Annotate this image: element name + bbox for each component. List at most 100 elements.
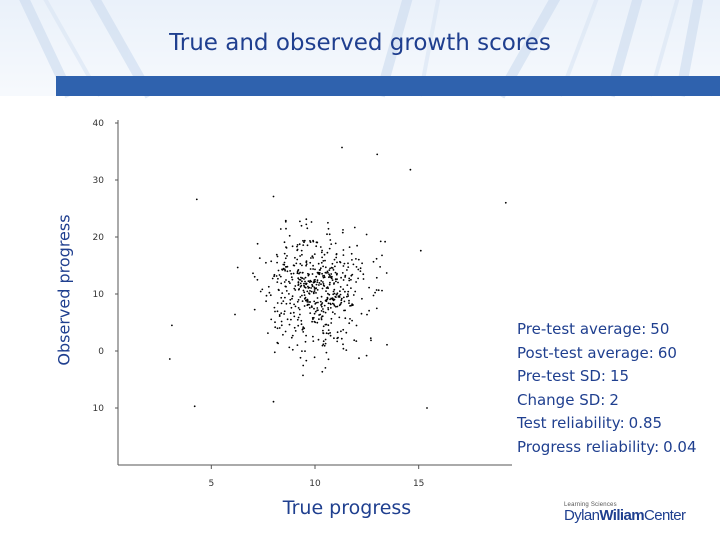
data-point [313, 356, 316, 359]
dylan-wiliam-center-logo: Learning Sciences DylanWiliamCenter [564, 502, 686, 524]
data-point [331, 311, 334, 314]
data-point [322, 265, 324, 268]
data-point [327, 332, 330, 335]
data-point [316, 281, 319, 283]
data-point [342, 296, 345, 299]
data-point [312, 239, 314, 242]
data-point [333, 304, 336, 307]
data-point [294, 330, 297, 332]
data-point [307, 285, 309, 288]
stat-value: 2 [609, 390, 619, 409]
data-point [325, 290, 327, 292]
data-point [305, 299, 307, 302]
data-point [308, 301, 310, 303]
data-point [321, 344, 324, 347]
data-point [339, 293, 342, 296]
data-point [343, 262, 346, 265]
data-point [289, 270, 291, 272]
data-point [320, 318, 323, 321]
data-point [270, 260, 273, 263]
data-point [349, 318, 351, 320]
data-point [288, 234, 291, 237]
data-point [286, 318, 289, 321]
data-point [274, 321, 276, 324]
data-point [288, 323, 291, 326]
data-point [309, 279, 312, 282]
stat-label: Pre-test average: [517, 320, 647, 338]
data-point [347, 266, 350, 268]
data-point [345, 331, 348, 334]
data-point [322, 310, 325, 313]
data-point [353, 339, 356, 342]
data-point [311, 255, 314, 258]
data-point [294, 285, 297, 287]
stat-label: Test reliability: [517, 414, 625, 432]
data-point [340, 297, 343, 300]
data-point [329, 332, 331, 334]
stat-label: Change SD: [517, 390, 606, 409]
data-point [293, 326, 296, 329]
data-point [302, 289, 305, 292]
data-point [298, 308, 301, 311]
data-point [357, 268, 360, 271]
data-point [302, 374, 304, 377]
data-point [355, 258, 357, 260]
data-point [355, 266, 358, 268]
x-tick-label: 5 [208, 479, 214, 489]
data-point [320, 295, 323, 298]
data-point [303, 284, 305, 287]
data-point [346, 295, 348, 298]
data-point [303, 327, 306, 330]
data-point [274, 310, 276, 313]
data-point [340, 299, 343, 302]
data-point [341, 272, 344, 274]
data-point [311, 285, 314, 288]
data-point [286, 265, 289, 268]
data-point [305, 334, 307, 337]
data-point [338, 296, 341, 298]
data-point [315, 287, 318, 289]
data-point [325, 287, 328, 289]
data-point [300, 276, 302, 279]
data-point [253, 275, 256, 278]
data-point [350, 278, 352, 281]
data-point [292, 311, 295, 314]
data-point [321, 256, 323, 259]
data-point [334, 271, 337, 274]
data-point [293, 264, 296, 267]
data-point [336, 337, 339, 340]
data-point [304, 350, 306, 352]
data-point [267, 285, 270, 288]
parameters-box: Pre-test average: 50 Post-test average: 60 P… [517, 318, 697, 459]
data-point [284, 330, 287, 333]
data-point [368, 309, 370, 312]
data-point [343, 300, 346, 303]
stat-row: Test reliability: 0.85 [517, 412, 697, 436]
data-point [276, 302, 279, 304]
data-point [276, 281, 279, 283]
data-point [288, 346, 291, 349]
data-point [322, 275, 324, 277]
data-point [282, 268, 284, 271]
data-point [291, 348, 294, 351]
data-point [193, 405, 196, 408]
data-point [350, 252, 353, 255]
stat-label: Pre-test SD: [517, 367, 606, 385]
data-point [348, 279, 351, 282]
data-point [265, 261, 267, 264]
data-point [298, 272, 300, 275]
data-point [339, 260, 341, 263]
data-point [312, 281, 315, 284]
data-point [270, 318, 273, 321]
data-point [333, 258, 336, 261]
data-point [327, 358, 330, 361]
data-point [340, 337, 343, 340]
data-point [355, 324, 358, 327]
data-point [320, 280, 323, 282]
data-point [322, 325, 325, 328]
data-point [320, 317, 323, 319]
data-point [234, 313, 236, 316]
data-point [332, 299, 335, 302]
data-point [297, 324, 300, 327]
